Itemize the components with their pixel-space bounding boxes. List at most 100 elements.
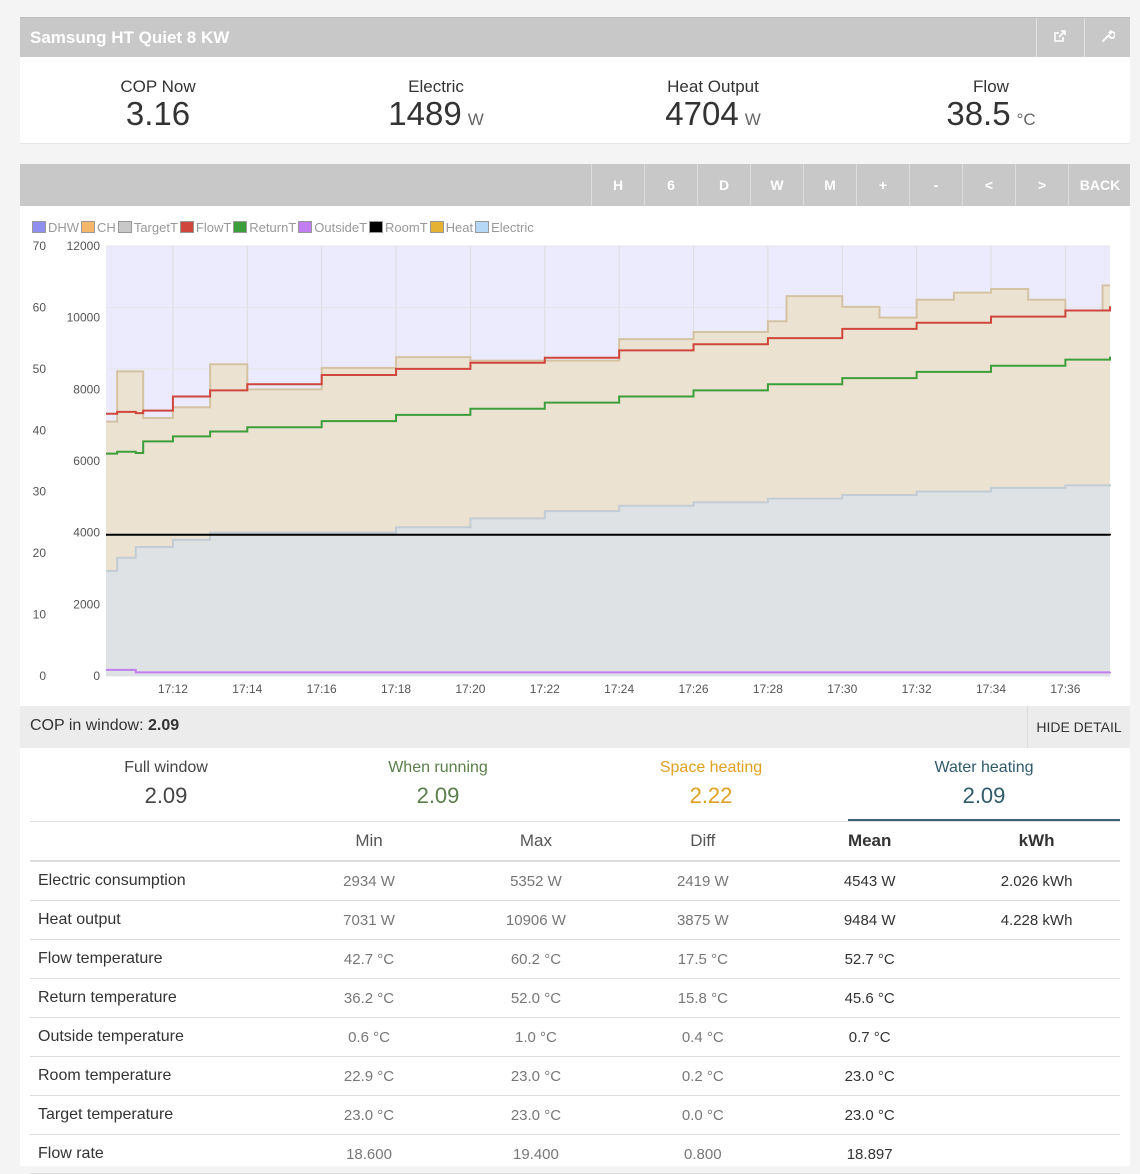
- y-left-tick-label: 40: [33, 423, 47, 437]
- cell-max: 23.0 °C: [452, 1095, 620, 1135]
- legend-label: CH: [97, 219, 116, 235]
- y-right-tick-label: 6000: [73, 454, 100, 468]
- page-title: Samsung HT Quiet 8 KW: [30, 28, 230, 47]
- tab-full-window[interactable]: Full window 2.09: [30, 748, 302, 821]
- x-tick-label: 17:34: [976, 682, 1006, 696]
- x-tick-label: 17:12: [158, 682, 188, 696]
- cell-min: 22.9 °C: [285, 1056, 453, 1096]
- header-kwh: kWh: [953, 822, 1120, 862]
- pan-right-button[interactable]: >: [1015, 164, 1068, 206]
- range-6h-button[interactable]: 6: [644, 164, 697, 206]
- y-right-tick-label: 0: [93, 669, 100, 683]
- back-button[interactable]: BACK: [1068, 164, 1131, 206]
- legend-label: Electric: [491, 219, 534, 235]
- tab-water-heating[interactable]: Water heating 2.09: [848, 748, 1120, 821]
- detail-panel: Full window 2.09 When running 2.09 Space…: [20, 748, 1130, 1174]
- legend-label: TargetT: [133, 219, 178, 235]
- cell-kwh: [953, 1095, 1120, 1135]
- stat-value: 1489: [388, 95, 462, 132]
- stat-unit: W: [744, 110, 761, 129]
- cop-window-text: COP in window: 2.09: [30, 706, 179, 746]
- stat-unit: °C: [1016, 110, 1036, 129]
- cell-name: Flow rate: [30, 1134, 286, 1174]
- legend-label: Heat: [445, 219, 474, 235]
- graph-toolbar: H 6 D W M + - < > BACK: [20, 164, 1130, 206]
- cell-mean: 4543 W: [786, 861, 954, 901]
- range-week-button[interactable]: W: [750, 164, 803, 206]
- cell-diff: 0.2 °C: [619, 1056, 787, 1096]
- cell-max: 10906 W: [452, 900, 620, 940]
- legend-swatch: [369, 221, 384, 233]
- cell-mean: 23.0 °C: [786, 1095, 954, 1135]
- legend-item[interactable]: TargetT: [117, 219, 178, 235]
- stat-label: Electric: [408, 77, 464, 96]
- cell-name: Electric consumption: [30, 861, 286, 901]
- share-icon: [1053, 29, 1067, 48]
- x-tick-label: 17:30: [827, 682, 857, 696]
- cell-kwh: [953, 1017, 1120, 1057]
- cop-window-bar: COP in window: 2.09 HIDE DETAIL: [20, 706, 1130, 748]
- tab-when-running[interactable]: When running 2.09: [302, 748, 574, 821]
- cell-name: Flow temperature: [30, 939, 286, 979]
- stat-value: 38.5: [946, 95, 1011, 132]
- y-right-tick-label: 12000: [67, 239, 101, 253]
- cop-window-value: 2.09: [147, 717, 180, 734]
- cell-max: 19.400: [452, 1134, 620, 1174]
- roomt-line: [106, 533, 1111, 536]
- legend-swatch: [233, 221, 248, 233]
- tab-value: 2.09: [416, 783, 460, 808]
- legend-item[interactable]: Heat: [429, 219, 474, 235]
- range-day-button[interactable]: D: [697, 164, 750, 206]
- header-diff: Diff: [619, 822, 787, 862]
- pan-left-button[interactable]: <: [962, 164, 1015, 206]
- zoom-out-button[interactable]: -: [909, 164, 962, 206]
- cell-min: 2934 W: [285, 861, 453, 901]
- tab-value: 2.09: [962, 783, 1006, 808]
- legend-item[interactable]: OutsideT: [298, 220, 367, 235]
- x-tick-label: 17:20: [455, 682, 485, 696]
- returnt-line: [106, 356, 1111, 455]
- legend-item[interactable]: RoomT: [369, 220, 428, 235]
- cell-min: 42.7 °C: [285, 939, 453, 979]
- cell-diff: 17.5 °C: [619, 939, 787, 979]
- cell-max: 52.0 °C: [452, 978, 620, 1018]
- tab-value: 2.22: [689, 783, 733, 808]
- share-button[interactable]: [1036, 18, 1083, 58]
- legend-item[interactable]: Electric: [475, 220, 534, 235]
- legend-item[interactable]: DHW: [32, 220, 79, 235]
- range-month-button[interactable]: M: [803, 164, 856, 206]
- chart-canvas[interactable]: 0 10 20 30 40 50 60 70 0 2000 4000 6000 8000 10000 120…: [20, 206, 1130, 706]
- legend-item[interactable]: CH: [81, 220, 116, 235]
- table-row: Heat output 7031 W 10906 W 3875 W 9484 W 4.22…: [30, 900, 1120, 940]
- header-name: [30, 822, 286, 862]
- cell-diff: 15.8 °C: [619, 978, 787, 1018]
- outsidet-line: [106, 668, 1111, 674]
- stat-label: COP Now: [120, 77, 196, 96]
- legend-swatch: [475, 221, 490, 233]
- y-left-tick-label: 60: [33, 300, 47, 314]
- legend-swatch: [81, 221, 96, 233]
- flowt-line: [106, 306, 1111, 415]
- header-min: Min: [285, 822, 453, 862]
- stat-heat-output: Heat Output 4704 W: [575, 57, 851, 133]
- cell-name: Target temperature: [30, 1095, 286, 1135]
- x-tick-label: 17:14: [232, 682, 262, 696]
- legend-label: ReturnT: [249, 219, 297, 235]
- config-button[interactable]: [1084, 18, 1131, 58]
- cell-name: Return temperature: [30, 978, 286, 1018]
- hide-detail-button[interactable]: HIDE DETAIL: [1027, 706, 1130, 748]
- legend-item[interactable]: FlowT: [179, 220, 231, 235]
- x-tick-label: 17:22: [530, 682, 560, 696]
- cell-min: 18.600: [285, 1134, 453, 1174]
- cell-mean: 23.0 °C: [786, 1056, 954, 1096]
- legend-item[interactable]: ReturnT: [233, 220, 296, 235]
- y-left-tick-label: 70: [33, 239, 47, 253]
- cell-max: 1.0 °C: [452, 1017, 620, 1057]
- tab-space-heating[interactable]: Space heating 2.22: [575, 748, 847, 821]
- cell-mean: 9484 W: [786, 900, 954, 940]
- zoom-in-button[interactable]: +: [856, 164, 909, 206]
- y-left-tick-label: 20: [33, 546, 47, 560]
- range-hour-button[interactable]: H: [591, 164, 644, 206]
- y-right-tick-label: 4000: [73, 526, 100, 540]
- cell-max: 23.0 °C: [452, 1056, 620, 1096]
